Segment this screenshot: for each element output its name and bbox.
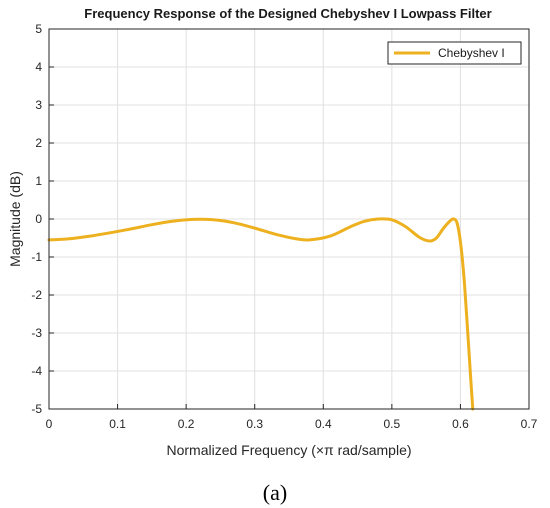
y-tick-label: -1 xyxy=(31,250,42,264)
y-tick-label: 2 xyxy=(35,136,42,150)
x-tick-label: 0.4 xyxy=(315,417,332,431)
legend-box xyxy=(387,41,522,65)
x-tick-label: 0.6 xyxy=(452,417,469,431)
x-tick-label: 0 xyxy=(46,417,53,431)
y-tick-label: 5 xyxy=(35,22,42,36)
y-axis-label: Magnitude (dB) xyxy=(7,171,23,267)
legend: Chebyshev I xyxy=(387,41,522,65)
y-tick-label: 4 xyxy=(35,60,42,74)
y-tick-label: -3 xyxy=(31,326,42,340)
y-tick-label: -4 xyxy=(31,364,42,378)
legend-label: Chebyshev I xyxy=(438,46,505,60)
x-axis-label: Normalized Frequency (×π rad/sample) xyxy=(166,442,411,458)
chart-title: Frequency Response of the Designed Cheby… xyxy=(84,6,491,21)
y-tick-label: 3 xyxy=(35,98,42,112)
series-layer xyxy=(47,217,475,411)
x-tick-label: 0.3 xyxy=(246,417,263,431)
figure-caption: (a) xyxy=(263,480,287,505)
x-tick-label: 0.2 xyxy=(178,417,195,431)
x-tick-label: 0.7 xyxy=(521,417,538,431)
y-tick-label: -5 xyxy=(31,402,42,416)
ticks: 0 0.1 0.2 0.3 0.4 0.5 0.6 0.7 -5 -4 -3 -2 -1 0 1 2 3 4 5 xyxy=(31,22,537,431)
series-line-chebyshev-i xyxy=(47,217,475,411)
y-tick-label: 0 xyxy=(35,212,42,226)
x-tick-label: 0.1 xyxy=(109,417,126,431)
x-tick-label: 0.5 xyxy=(384,417,401,431)
y-tick-label: 1 xyxy=(35,174,42,188)
y-tick-label: -2 xyxy=(31,288,42,302)
